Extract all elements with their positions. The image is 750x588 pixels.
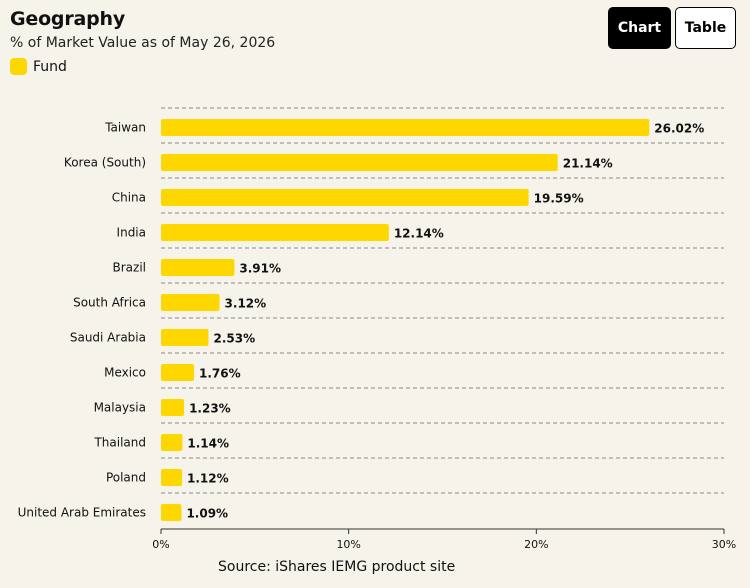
x-tick-label: 30%: [712, 538, 736, 551]
bar-korea-south: [161, 154, 558, 171]
bar-brazil: [161, 259, 235, 276]
x-tick-label: 20%: [524, 538, 548, 551]
value-label: 1.14%: [187, 437, 229, 451]
chart-title: Geography: [10, 8, 126, 30]
value-label: 19.59%: [534, 192, 584, 206]
chart-subtitle: % of Market Value as of May 26, 2026: [10, 35, 276, 51]
bar-mexico: [161, 364, 195, 381]
value-label: 2.53%: [213, 332, 255, 346]
category-label: Poland: [106, 471, 146, 485]
category-label: Korea (South): [64, 156, 146, 170]
value-label: 1.23%: [189, 402, 231, 416]
source-note: Source: iShares IEMG product site: [218, 559, 456, 575]
bar-united-arab-emirates: [161, 504, 182, 521]
x-tick-label: 10%: [336, 538, 360, 551]
category-label: Thailand: [93, 436, 146, 450]
value-label: 3.12%: [225, 297, 267, 311]
bar-taiwan: [161, 119, 650, 136]
value-label: 1.12%: [187, 472, 229, 486]
bar-india: [161, 224, 389, 241]
legend-label-fund: Fund: [33, 58, 67, 75]
value-label: 21.14%: [563, 157, 613, 171]
value-label: 3.91%: [239, 262, 281, 276]
category-label: India: [117, 226, 146, 240]
bar-poland: [161, 469, 183, 486]
legend-swatch-fund: [10, 58, 27, 75]
legend: Fund: [10, 58, 67, 75]
x-tick-label: 0%: [152, 538, 169, 551]
chart-view-button[interactable]: Chart: [608, 7, 671, 49]
category-label: Taiwan: [104, 121, 146, 135]
bar-thailand: [161, 434, 183, 451]
value-label: 1.76%: [199, 367, 241, 381]
category-label: Saudi Arabia: [70, 331, 146, 345]
category-label: Mexico: [104, 366, 146, 380]
table-view-button[interactable]: Table: [675, 7, 736, 49]
category-label: United Arab Emirates: [18, 506, 146, 520]
category-label: South Africa: [73, 296, 146, 310]
bar-south-africa: [161, 294, 220, 311]
value-label: 26.02%: [654, 122, 704, 136]
bar-malaysia: [161, 399, 185, 416]
category-label: Malaysia: [94, 401, 146, 415]
value-label: 12.14%: [394, 227, 444, 241]
value-label: 1.09%: [186, 507, 228, 521]
bar-china: [161, 189, 529, 206]
category-label: China: [112, 191, 146, 205]
category-label: Brazil: [113, 261, 147, 275]
bar-saudi-arabia: [161, 329, 209, 346]
